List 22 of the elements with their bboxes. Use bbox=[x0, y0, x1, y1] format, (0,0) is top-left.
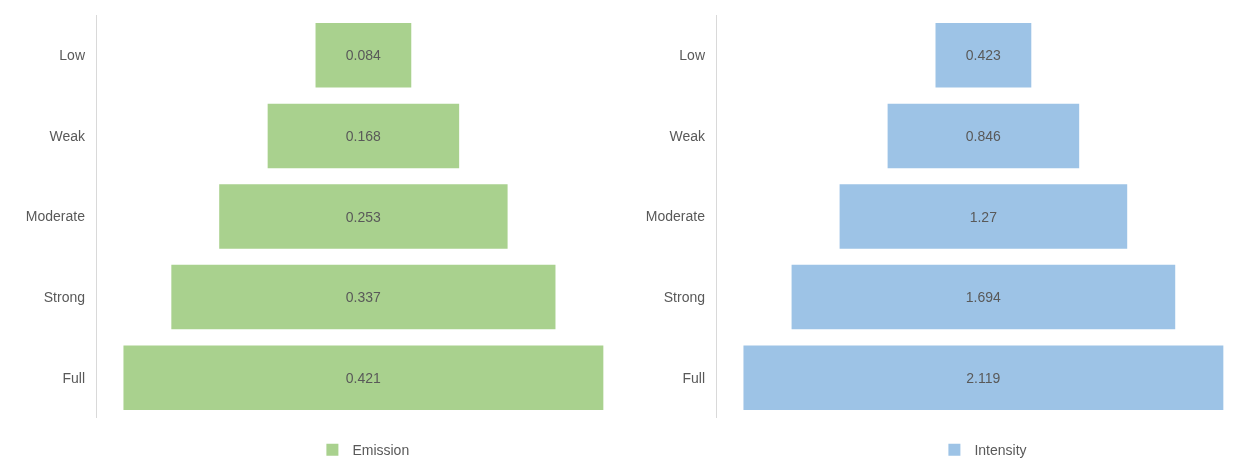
data-label: 2.119 bbox=[966, 369, 1001, 386]
data-label: 0.337 bbox=[345, 289, 382, 306]
data-label: 0.846 bbox=[965, 127, 1002, 144]
data-label: 1.27 bbox=[969, 208, 998, 225]
data-label: 0.421 bbox=[345, 369, 382, 386]
category-label: Weak bbox=[49, 127, 86, 144]
legend-label: Intensity bbox=[974, 442, 1027, 459]
data-label: 0.168 bbox=[345, 127, 382, 144]
category-label: Moderate bbox=[25, 208, 86, 225]
category-label: Low bbox=[59, 47, 86, 64]
category-label: Strong bbox=[43, 289, 85, 305]
category-label: Full bbox=[62, 369, 85, 386]
data-label: 0.423 bbox=[965, 47, 1002, 64]
category-label: Moderate bbox=[645, 208, 706, 225]
category-label: Low bbox=[679, 47, 706, 64]
category-label: Weak bbox=[669, 127, 706, 144]
data-label: 0.253 bbox=[345, 208, 382, 225]
data-label: 0.084 bbox=[345, 47, 382, 64]
category-label: Strong bbox=[663, 289, 705, 305]
legend-label: Emission bbox=[352, 442, 410, 459]
data-label: 1.694 bbox=[965, 289, 1002, 306]
category-label: Full bbox=[682, 369, 705, 386]
